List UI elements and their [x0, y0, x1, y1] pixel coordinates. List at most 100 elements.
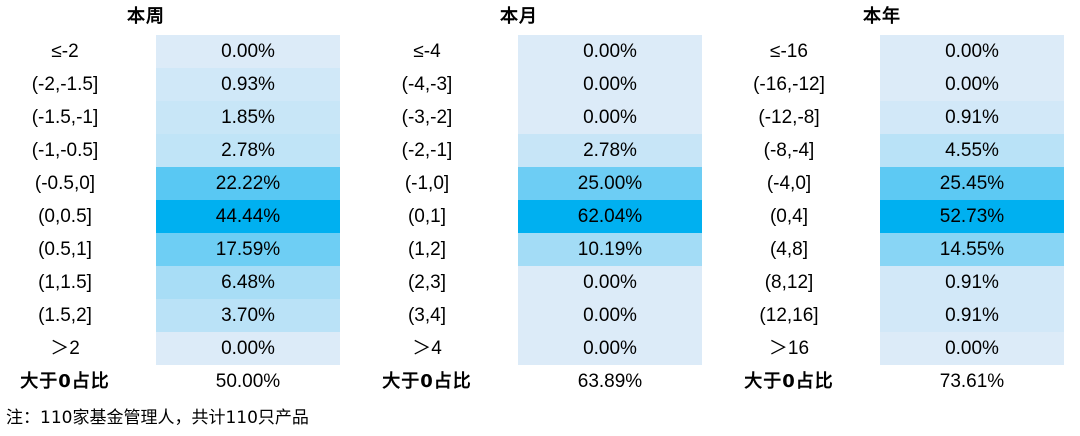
table-row: (1,1.5] 6.48% [0, 266, 340, 299]
bin-label: (2,3] [407, 272, 447, 293]
percent-cell: 0.91% [880, 266, 1064, 299]
bin-label: (-2,-1] [401, 140, 453, 161]
percent-cell: 0.91% [880, 101, 1064, 134]
table-row: ＞16 0.00% [724, 332, 1064, 365]
summary-label: 大于0占比 [20, 371, 110, 392]
percent-cell: 62.04% [518, 200, 702, 233]
table-row: (-4,-3] 0.00% [362, 68, 702, 101]
table-row: (0.5,1] 17.59% [0, 233, 340, 266]
percent-cell: 0.00% [880, 332, 1064, 365]
bin-label: ＞4 [412, 338, 442, 359]
bin-label: (-1.5,-1] [31, 107, 99, 128]
table-row: (1.5,2] 3.70% [0, 299, 340, 332]
bin-label: (0,1] [407, 206, 447, 227]
bin-label: (-16,-12] [753, 74, 825, 95]
percent-cell: 0.00% [518, 35, 702, 68]
bin-label: ≤-2 [51, 41, 79, 62]
bin-label: (1,1.5] [38, 272, 92, 293]
table-row: (8,12] 0.91% [724, 266, 1064, 299]
table-row: (-1.5,-1] 1.85% [0, 101, 340, 134]
bin-label: ＞16 [768, 338, 810, 359]
percent-cell: 44.44% [156, 200, 340, 233]
percent-cell: 0.00% [518, 332, 702, 365]
percent-cell: 0.91% [880, 299, 1064, 332]
bin-label: (0,4] [769, 206, 809, 227]
bin-label: (-4,0] [766, 173, 812, 194]
percent-cell: 6.48% [156, 266, 340, 299]
table-row: (3,4] 0.00% [362, 299, 702, 332]
percent-cell: 0.00% [518, 101, 702, 134]
percent-cell: 0.00% [518, 68, 702, 101]
summary-value: 63.89% [577, 371, 643, 392]
percent-cell: 0.93% [156, 68, 340, 101]
percent-cell: 1.85% [156, 101, 340, 134]
table-row: (-8,-4] 4.55% [724, 134, 1064, 167]
panel-title-month: 本月 [500, 6, 538, 27]
table-row: (-3,-2] 0.00% [362, 101, 702, 134]
percent-cell: 25.00% [518, 167, 702, 200]
bin-label: (-0.5,0] [34, 173, 96, 194]
percent-cell: 3.70% [156, 299, 340, 332]
percent-cell: 10.19% [518, 233, 702, 266]
percent-cell: 25.45% [880, 167, 1064, 200]
table-row: (-0.5,0] 22.22% [0, 167, 340, 200]
summary-label: 大于0占比 [744, 371, 834, 392]
bin-label: (-1,-0.5] [31, 140, 99, 161]
table-row: ≤-16 0.00% [724, 35, 1064, 68]
percent-cell: 0.00% [518, 299, 702, 332]
panel-title-year: 本年 [863, 6, 901, 27]
bin-label: (-2,-1.5] [31, 74, 99, 95]
percent-cell: 14.55% [880, 233, 1064, 266]
panel-title-week: 本周 [127, 6, 165, 27]
table-row: (-12,-8] 0.91% [724, 101, 1064, 134]
summary-value: 73.61% [939, 371, 1005, 392]
table-row: (2,3] 0.00% [362, 266, 702, 299]
table-row: (-2,-1] 2.78% [362, 134, 702, 167]
table-row: (-1,0] 25.00% [362, 167, 702, 200]
bin-label: (0,0.5] [38, 206, 92, 227]
bin-label: (3,4] [407, 305, 447, 326]
table-row: (0,1] 62.04% [362, 200, 702, 233]
table-row: (1,2] 10.19% [362, 233, 702, 266]
table-row: ＞4 0.00% [362, 332, 702, 365]
bin-label: ＞2 [50, 338, 80, 359]
percent-cell: 4.55% [880, 134, 1064, 167]
bin-label: (-8,-4] [763, 140, 815, 161]
percent-cell: 0.00% [518, 266, 702, 299]
bin-label: (-12,-8] [758, 107, 820, 128]
percent-cell: 52.73% [880, 200, 1064, 233]
bin-label: (4,8] [769, 239, 809, 260]
table-row: (-16,-12] 0.00% [724, 68, 1064, 101]
bin-label: (-3,-2] [401, 107, 453, 128]
table-row: (12,16] 0.91% [724, 299, 1064, 332]
percent-cell: 2.78% [156, 134, 340, 167]
footnote: 注：110家基金管理人，共计110只产品 [6, 408, 309, 428]
table-row: (-2,-1.5] 0.93% [0, 68, 340, 101]
table-row: ≤-4 0.00% [362, 35, 702, 68]
table-row: (0,4] 52.73% [724, 200, 1064, 233]
bin-label: (1,2] [407, 239, 447, 260]
summary-value: 50.00% [215, 371, 281, 392]
percent-cell: 0.00% [156, 35, 340, 68]
table-row: (4,8] 14.55% [724, 233, 1064, 266]
summary-row: 大于0占比 63.89% [362, 365, 682, 398]
percent-cell: 2.78% [518, 134, 702, 167]
bin-label: (1.5,2] [38, 305, 92, 326]
table-row: (-1,-0.5] 2.78% [0, 134, 340, 167]
percent-cell: 0.00% [880, 35, 1064, 68]
summary-row: 大于0占比 73.61% [724, 365, 1044, 398]
bin-label: ≤-4 [413, 41, 441, 62]
table-row: (0,0.5] 44.44% [0, 200, 340, 233]
percent-cell: 22.22% [156, 167, 340, 200]
table-row: ≤-2 0.00% [0, 35, 340, 68]
summary-row: 大于0占比 50.00% [0, 365, 320, 398]
percent-cell: 17.59% [156, 233, 340, 266]
bin-label: ≤-16 [770, 41, 808, 62]
bin-label: (12,16] [759, 305, 819, 326]
percent-cell: 0.00% [880, 68, 1064, 101]
percent-cell: 0.00% [156, 332, 340, 365]
table-row: (-4,0] 25.45% [724, 167, 1064, 200]
bin-label: (8,12] [764, 272, 814, 293]
bin-label: (-4,-3] [401, 74, 453, 95]
summary-label: 大于0占比 [382, 371, 472, 392]
